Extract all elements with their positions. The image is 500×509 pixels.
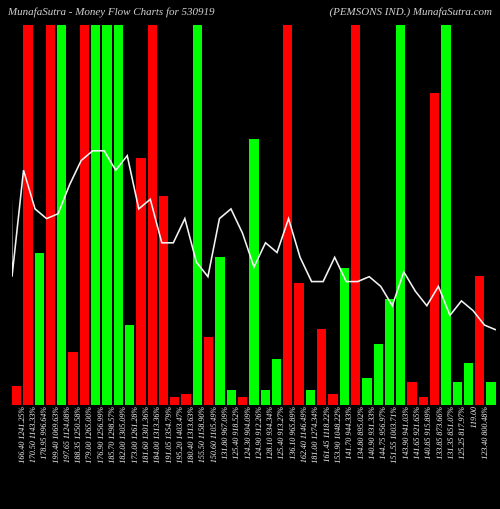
bar <box>351 25 360 405</box>
x-label-slot: 180.40 1313.63% <box>181 405 190 500</box>
x-label-slot: 150.60 1105.49% <box>204 405 213 500</box>
bar <box>306 390 315 405</box>
bar <box>441 25 450 405</box>
x-label-slot: 153.90 1048.22% <box>328 405 337 500</box>
x-label-slot: 125.25 817.97% <box>453 405 462 500</box>
x-label-slot: 161.45 1118.22% <box>317 405 326 500</box>
x-label-slot: 184.00 1313.36% <box>148 405 157 500</box>
x-label-slot: 179.00 1265.00% <box>80 405 89 500</box>
x-label-slot: 125.40 918.52% <box>227 405 236 500</box>
bar <box>238 397 247 405</box>
bar <box>261 390 270 405</box>
x-label-slot: 123.40 800.48% <box>475 405 484 500</box>
x-label-slot: 185.70 1298.57% <box>102 405 111 500</box>
bar <box>114 25 123 405</box>
bar <box>148 25 157 405</box>
x-label-slot: 134.80 895.02% <box>351 405 360 500</box>
x-label-slot: 128.10 934.34% <box>261 405 270 500</box>
x-label-slot: 162.40 1146.49% <box>294 405 303 500</box>
x-label-slot: 141.65 921.65% <box>407 405 416 500</box>
x-label-slot: 124.30 904.09% <box>238 405 247 500</box>
bar <box>396 25 405 405</box>
x-label-slot: 140.85 915.89% <box>419 405 428 500</box>
x-label-slot: 119.00 <box>464 405 473 500</box>
bar <box>283 25 292 405</box>
bar <box>136 158 145 405</box>
bar <box>193 25 202 405</box>
bar <box>340 268 349 405</box>
bar <box>204 337 213 405</box>
bar <box>35 253 44 405</box>
bar-series <box>12 25 496 405</box>
header-right: (PEMSONS IND.) MunafaSutra.com <box>329 6 492 18</box>
bar <box>430 93 439 405</box>
bar <box>227 390 236 405</box>
bar <box>317 329 326 405</box>
bar <box>328 394 337 405</box>
bar <box>294 283 303 405</box>
bar <box>407 382 416 405</box>
x-label-slot: 166.40 1241.25% <box>12 405 21 500</box>
bar <box>159 196 168 405</box>
x-label-slot: 188.35 1250.58% <box>68 405 77 500</box>
bar <box>80 25 89 405</box>
x-label-slot: 141.70 944.33% <box>340 405 349 500</box>
x-label-slot: 191.05 1354.79% <box>159 405 168 500</box>
bar <box>464 363 473 405</box>
bar <box>91 25 100 405</box>
header-left: MunafaSutra - Money Flow Charts for 5309… <box>8 6 215 18</box>
bar <box>475 276 484 405</box>
bar <box>12 386 21 405</box>
x-label-slot: 124.90 912.26% <box>249 405 258 500</box>
x-label-slot: 151.55 1003.71% <box>385 405 394 500</box>
x-label-slot: 195.20 1403.47% <box>170 405 179 500</box>
x-label-slot: 170.50 1143.33% <box>23 405 32 500</box>
bar <box>125 325 134 405</box>
bar <box>57 25 66 405</box>
x-label-slot: 181.60 1301.36% <box>136 405 145 500</box>
x-label-slot: 181.00 1274.34% <box>306 405 315 500</box>
x-label-slot: 176.90 1256.99% <box>91 405 100 500</box>
bar <box>181 394 190 405</box>
bar <box>374 344 383 405</box>
bar <box>486 382 495 405</box>
bar <box>46 25 55 405</box>
bar <box>385 299 394 405</box>
x-axis-labels: 166.40 1241.25%170.50 1143.33%178.95 996… <box>12 405 496 500</box>
chart-header: MunafaSutra - Money Flow Charts for 5309… <box>0 6 500 18</box>
bar <box>453 382 462 405</box>
bar <box>102 25 111 405</box>
x-label-slot: 197.65 1124.08% <box>57 405 66 500</box>
x-label-slot: 131.80 967.09% <box>215 405 224 500</box>
x-label-slot: 199.40 1069.63% <box>46 405 55 500</box>
x-label-slot: 131.35 851.07% <box>441 405 450 500</box>
bar <box>68 352 77 405</box>
bar <box>249 139 258 405</box>
x-label-slot: 144.75 956.97% <box>374 405 383 500</box>
x-label-slot: 178.95 996.64% <box>35 405 44 500</box>
bar <box>23 25 32 405</box>
x-label-slot: 125.40 913.27% <box>272 405 281 500</box>
bar <box>419 397 428 405</box>
x-label-slot: 140.90 931.33% <box>362 405 371 500</box>
x-label-slot: 143.90 941.03% <box>396 405 405 500</box>
bar <box>362 378 371 405</box>
x-label-slot: 155.50 1158.90% <box>193 405 202 500</box>
bar <box>170 397 179 405</box>
bar <box>215 257 224 405</box>
x-label-slot: 182.00 1305.09% <box>114 405 123 500</box>
chart-area <box>12 25 496 405</box>
x-label-slot: 136.10 965.89% <box>283 405 292 500</box>
x-label-slot: 173.00 1261.28% <box>125 405 134 500</box>
x-label-slot: 133.85 873.66% <box>430 405 439 500</box>
bar <box>272 359 281 405</box>
x-label-slot <box>486 405 495 500</box>
